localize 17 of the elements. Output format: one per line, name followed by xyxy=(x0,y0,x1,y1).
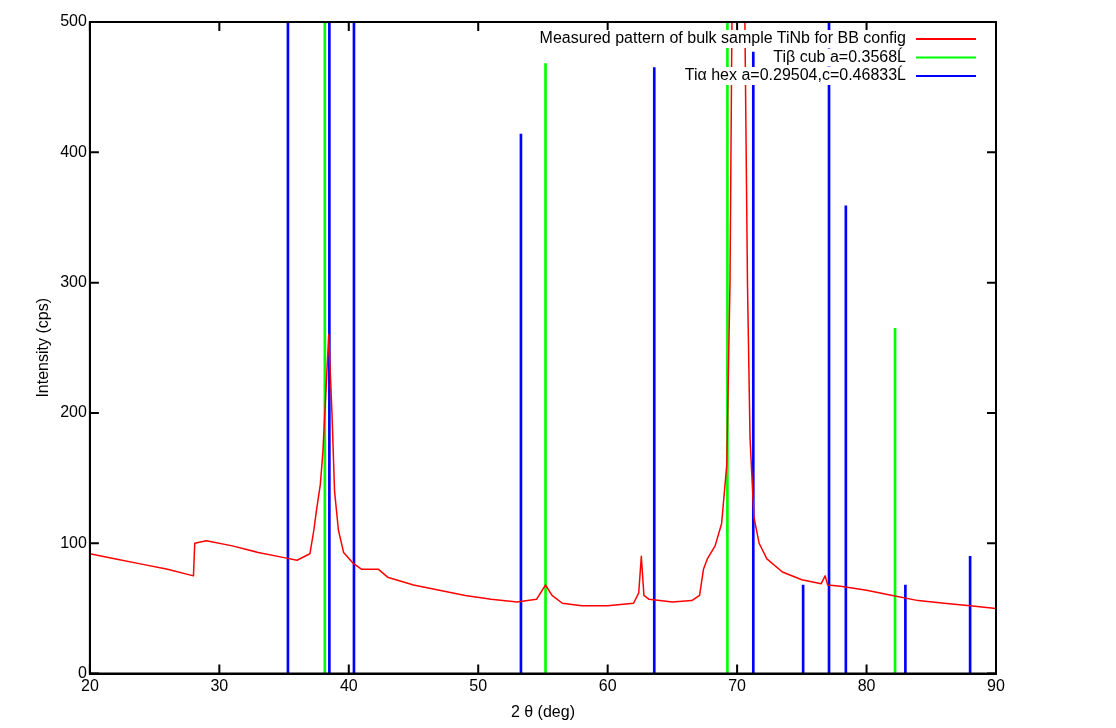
y-tick-label: 500 xyxy=(60,12,87,30)
y-tick-label: 200 xyxy=(60,403,87,421)
x-tick-label: 70 xyxy=(728,676,747,694)
x-axis-title: 2 θ (deg) xyxy=(510,702,575,720)
x-tick-label: 60 xyxy=(598,676,617,694)
x-tick-label: 40 xyxy=(339,676,358,694)
x-tick-label: 30 xyxy=(210,676,229,694)
y-tick-label: 300 xyxy=(60,273,87,291)
y-tick-label: 400 xyxy=(60,142,87,160)
legend-label: Tiα hex a=0.29504,c=0.46833Ĺ xyxy=(684,65,907,84)
y-tick-label: 100 xyxy=(60,533,87,551)
x-tick-label: 90 xyxy=(987,676,1005,694)
y-axis-title: Intensity (cps) xyxy=(34,298,52,398)
legend-label: Measured pattern of bulk sample TiNb for BB config xyxy=(539,29,906,47)
legend-label: Tiβ cub a=0.3568Ĺ xyxy=(773,46,907,65)
x-tick-label: 80 xyxy=(857,676,876,694)
x-tick-label: 50 xyxy=(469,676,488,694)
